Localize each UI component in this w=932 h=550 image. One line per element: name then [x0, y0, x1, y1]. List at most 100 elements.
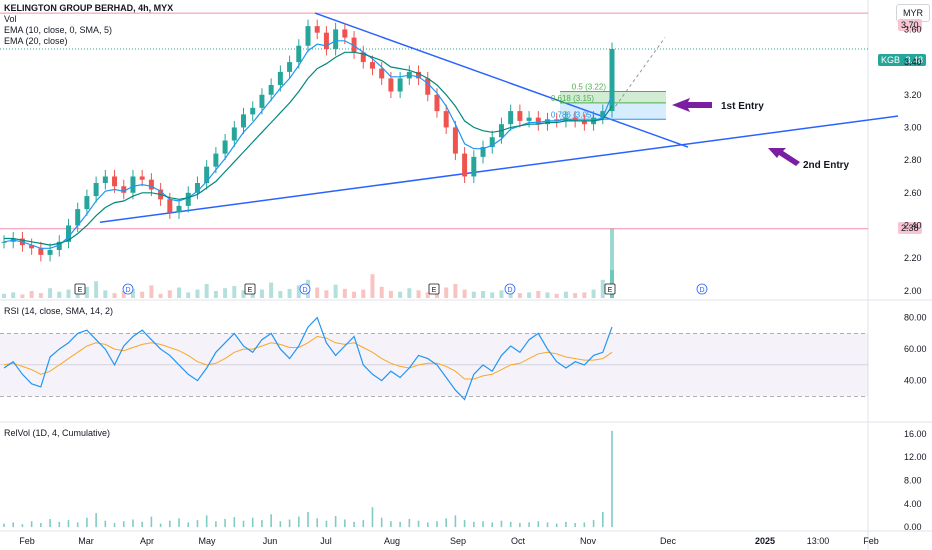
relvol-bar: [583, 522, 586, 528]
relvol-bar: [150, 516, 153, 528]
relvol-bar: [344, 519, 346, 528]
volume-bar: [342, 288, 347, 298]
candle-body: [93, 182, 99, 197]
candle-body: [167, 199, 173, 213]
lower-level-badge: 2.38: [898, 222, 922, 234]
relvol-bar: [224, 518, 226, 528]
volume-bar: [361, 289, 366, 298]
relvol-tick-label: 8.00: [904, 475, 922, 485]
candle-body: [434, 94, 440, 112]
relvol-bar: [95, 513, 97, 528]
volume-bar: [177, 287, 182, 298]
relvol-bar: [601, 511, 604, 528]
candle-body: [489, 137, 495, 148]
candle-body: [351, 37, 357, 53]
earnings-marker-label: E: [432, 287, 437, 294]
relvol-bar: [362, 520, 365, 528]
volume-bar: [66, 289, 71, 298]
candle-body: [360, 52, 366, 63]
relvol-bar: [104, 520, 107, 528]
relvol-bar: [187, 522, 190, 528]
relvol-bar: [436, 521, 438, 528]
relvol-bar: [491, 522, 494, 528]
candle-body: [259, 94, 265, 108]
relvol-bar: [279, 521, 282, 528]
relvol-bar: [399, 521, 401, 528]
volume-bar: [158, 293, 163, 298]
volume-bar: [57, 291, 62, 298]
candle-body: [241, 114, 247, 128]
ema-10-label: EMA (10, close, 0, SMA, 5): [4, 25, 113, 35]
time-tick-label: May: [198, 536, 216, 546]
volume-bar: [333, 284, 338, 298]
volume-bar: [554, 293, 559, 298]
candle-body: [194, 182, 200, 193]
rsi-legend: RSI (14, close, SMA, 14, 2): [4, 306, 113, 317]
relvol-bar: [334, 516, 337, 528]
candle-body: [305, 26, 311, 46]
volume-bar: [388, 291, 393, 298]
candle-body: [176, 205, 182, 213]
candle-body: [554, 119, 560, 121]
fib-level-label: 0.618 (3.15): [551, 94, 594, 103]
volume-bar: [508, 291, 513, 298]
volume-bar: [2, 293, 6, 298]
candle-body: [581, 120, 587, 125]
first-entry-label: 1st Entry: [721, 101, 764, 112]
volume-bar: [38, 293, 43, 298]
price-tick-label: 3.40: [904, 57, 922, 67]
dividend-marker: [122, 283, 134, 295]
candle-body: [508, 111, 514, 125]
candle-body: [250, 107, 256, 115]
ema-20-line: [4, 51, 613, 246]
volume-bar: [352, 291, 357, 298]
candle-body: [65, 225, 71, 242]
earnings-marker: [428, 283, 440, 295]
candle-body: [277, 71, 283, 85]
relvol-bar: [371, 507, 374, 528]
relvol-bar: [12, 522, 15, 528]
volume-bar: [527, 292, 532, 298]
earnings-marker: [74, 283, 86, 295]
volume-bar: [195, 289, 200, 298]
earnings-marker-label: E: [78, 287, 83, 294]
candle-body: [443, 111, 449, 128]
relvol-bar: [473, 521, 475, 528]
time-tick-label: Sep: [450, 536, 466, 546]
rsi-tick-label: 80.00: [904, 313, 927, 323]
volume-bar: [517, 293, 522, 298]
relvol-bar: [159, 523, 162, 528]
relvol-bar: [141, 521, 143, 528]
candle-body: [369, 62, 375, 69]
relvol-bar: [325, 520, 328, 528]
price-tick-label: 3.60: [904, 24, 922, 34]
candle-body: [185, 192, 191, 206]
relvol-label: RelVol (1D, 4, Cumulative): [4, 428, 111, 438]
relvol-bar: [528, 522, 530, 528]
candle-body: [84, 196, 90, 210]
candle-body: [342, 29, 348, 38]
first-entry-arrow: [672, 98, 712, 112]
volume-bar: [232, 286, 237, 298]
candle-body: [121, 186, 127, 193]
volume-bar: [453, 284, 458, 298]
candle-body: [29, 245, 35, 249]
candle-body: [535, 117, 541, 125]
relvol-tick-label: 0.00: [904, 522, 922, 532]
volume-bar: [75, 292, 80, 298]
relvol-bar: [270, 514, 272, 528]
relvol-bar: [592, 520, 595, 528]
relvol-bar: [86, 517, 88, 528]
volume-bar: [407, 288, 412, 298]
relvol-tick-label: 4.00: [904, 499, 922, 509]
relvol-bar: [297, 516, 300, 528]
volume-bar: [241, 290, 246, 298]
lower-trendline: [99, 115, 899, 223]
relvol-bar: [316, 518, 319, 528]
relvol-bar: [611, 430, 613, 528]
earnings-marker: [604, 283, 616, 295]
candle-body: [222, 140, 228, 154]
relvol-bar: [565, 521, 567, 528]
volume-bar: [490, 292, 495, 298]
